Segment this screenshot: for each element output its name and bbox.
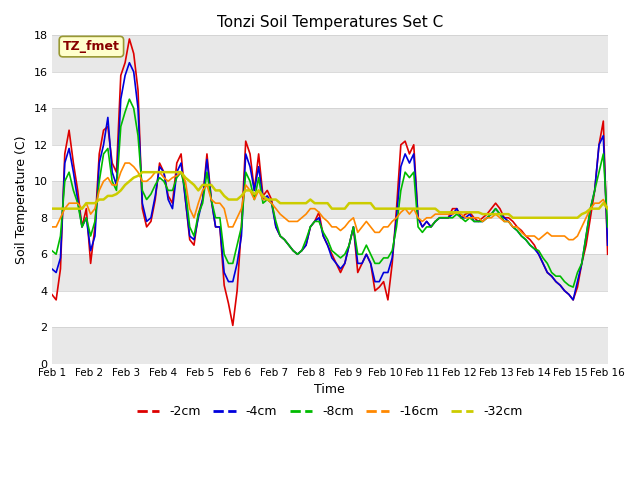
X-axis label: Time: Time — [314, 384, 345, 396]
Text: TZ_fmet: TZ_fmet — [63, 40, 120, 53]
Bar — [52, 108, 607, 145]
Title: Tonzi Soil Temperatures Set C: Tonzi Soil Temperatures Set C — [216, 15, 443, 30]
Bar — [52, 36, 607, 72]
Bar — [52, 181, 607, 218]
Legend: -2cm, -4cm, -8cm, -16cm, -32cm: -2cm, -4cm, -8cm, -16cm, -32cm — [132, 400, 527, 423]
Y-axis label: Soil Temperature (C): Soil Temperature (C) — [15, 135, 28, 264]
Bar — [52, 327, 607, 364]
Bar — [52, 254, 607, 291]
